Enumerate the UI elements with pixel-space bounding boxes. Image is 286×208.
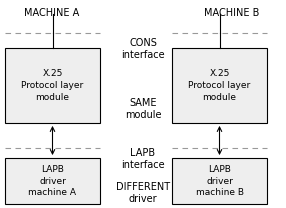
Text: LAPB
driver
machine A: LAPB driver machine A xyxy=(29,165,76,197)
Text: X.25
Protocol layer
module: X.25 Protocol layer module xyxy=(188,69,251,102)
Text: LAPB
driver
machine B: LAPB driver machine B xyxy=(196,165,243,197)
Bar xyxy=(5,48,100,123)
Text: MACHINE B: MACHINE B xyxy=(204,8,260,18)
Text: SAME
module: SAME module xyxy=(125,98,161,120)
Text: DIFFERENT
driver: DIFFERENT driver xyxy=(116,182,170,204)
Text: MACHINE A: MACHINE A xyxy=(24,8,80,18)
Bar xyxy=(5,158,100,204)
Text: LAPB
interface: LAPB interface xyxy=(121,148,165,170)
Text: CONS
interface: CONS interface xyxy=(121,38,165,60)
Bar xyxy=(172,158,267,204)
Text: X.25
Protocol layer
module: X.25 Protocol layer module xyxy=(21,69,84,102)
Bar xyxy=(172,48,267,123)
